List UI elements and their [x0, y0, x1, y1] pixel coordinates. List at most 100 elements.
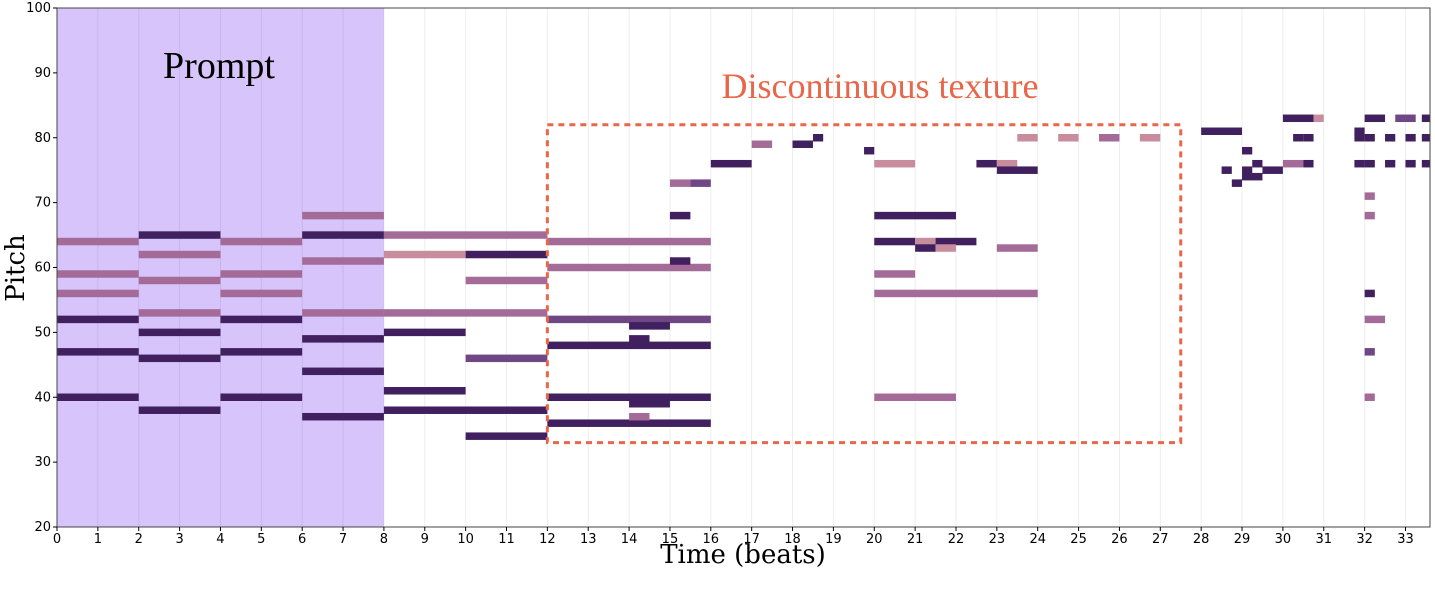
note — [1364, 393, 1375, 401]
note — [874, 159, 916, 168]
x-tick-label: 8 — [380, 532, 388, 547]
note — [1364, 192, 1375, 200]
x-tick-label: 29 — [1234, 532, 1251, 547]
note — [547, 237, 711, 246]
note — [383, 231, 548, 239]
note — [1354, 134, 1365, 142]
note — [220, 315, 303, 324]
note — [996, 244, 1038, 252]
note — [1201, 127, 1243, 136]
note — [1262, 166, 1283, 174]
note — [302, 309, 384, 317]
note — [1303, 159, 1314, 168]
note — [1405, 114, 1416, 123]
x-tick-label: 24 — [1029, 532, 1046, 547]
note — [1354, 159, 1365, 168]
note — [302, 231, 384, 239]
note — [465, 432, 548, 440]
note — [629, 322, 670, 330]
note — [1364, 348, 1375, 356]
x-tick-label: 26 — [1111, 532, 1128, 547]
note — [1303, 134, 1314, 142]
note — [138, 406, 221, 414]
y-tick-label: 100 — [26, 1, 51, 16]
notes — [57, 114, 1430, 440]
note — [1139, 134, 1161, 142]
note — [874, 237, 916, 246]
note — [383, 328, 466, 337]
note — [1242, 166, 1253, 174]
note — [915, 244, 936, 252]
note — [1293, 134, 1304, 142]
note — [138, 309, 221, 317]
x-tick-label: 17 — [743, 532, 760, 547]
note — [465, 276, 548, 285]
x-tick-label: 3 — [175, 532, 183, 547]
x-tick-label: 16 — [703, 532, 720, 547]
note — [383, 406, 548, 414]
x-tick-label: 12 — [539, 532, 556, 547]
note — [669, 257, 691, 265]
x-tick-label: 9 — [421, 532, 429, 547]
x-axis-label: Time (beats) — [660, 540, 826, 570]
x-tick-label: 13 — [580, 532, 597, 547]
y-tick-label: 80 — [34, 131, 51, 146]
x-tick-label: 28 — [1193, 532, 1210, 547]
note — [220, 393, 303, 401]
note — [996, 159, 1018, 168]
note — [138, 328, 221, 337]
note — [1242, 146, 1253, 155]
note — [864, 146, 875, 155]
discontinuous-texture-box — [545, 123, 1183, 445]
note — [383, 387, 466, 395]
note — [1385, 134, 1396, 142]
note — [57, 315, 139, 324]
x-tick-label: 1 — [94, 532, 102, 547]
y-tick-label: 60 — [34, 261, 51, 276]
note — [629, 335, 650, 343]
x-tick-label: 31 — [1315, 532, 1332, 547]
note — [138, 354, 221, 363]
x-tick-label: 19 — [825, 532, 842, 547]
note — [1364, 211, 1375, 220]
note — [1385, 159, 1396, 168]
note — [302, 257, 384, 265]
prompt-region — [57, 8, 384, 527]
x-tick-label: 10 — [457, 532, 474, 547]
note — [1313, 114, 1324, 123]
note — [1421, 114, 1430, 123]
x-tick-label: 23 — [989, 532, 1006, 547]
note — [1395, 114, 1406, 123]
note — [935, 237, 977, 246]
x-tick-label: 15 — [662, 532, 679, 547]
note — [1364, 159, 1375, 168]
note — [1421, 159, 1430, 168]
note — [1252, 159, 1263, 168]
tick-labels: 0 1 2 3 4 5 6 7 8 9 10 11 12 13 14 15 16 17 18 19 20 21 22 23 24… — [26, 1, 1414, 547]
note — [302, 367, 384, 376]
note — [138, 276, 221, 285]
note — [547, 263, 711, 272]
note — [57, 393, 139, 401]
note — [812, 134, 824, 142]
x-tick-label: 25 — [1070, 532, 1087, 547]
y-tick-label: 20 — [34, 520, 51, 535]
note — [138, 250, 221, 259]
note — [935, 244, 956, 252]
note — [220, 270, 303, 278]
note — [220, 348, 303, 356]
note — [57, 237, 139, 246]
note — [1242, 172, 1263, 181]
y-tick-label: 90 — [34, 66, 51, 81]
x-tick-label: 2 — [135, 532, 143, 547]
note — [751, 140, 773, 148]
note — [57, 289, 139, 298]
note — [792, 140, 813, 148]
note — [57, 348, 139, 356]
note — [1282, 159, 1304, 168]
prompt-label: Prompt — [163, 45, 275, 87]
note — [915, 237, 936, 246]
y-tick-label: 40 — [34, 390, 51, 405]
note — [57, 270, 139, 278]
note — [220, 237, 303, 246]
